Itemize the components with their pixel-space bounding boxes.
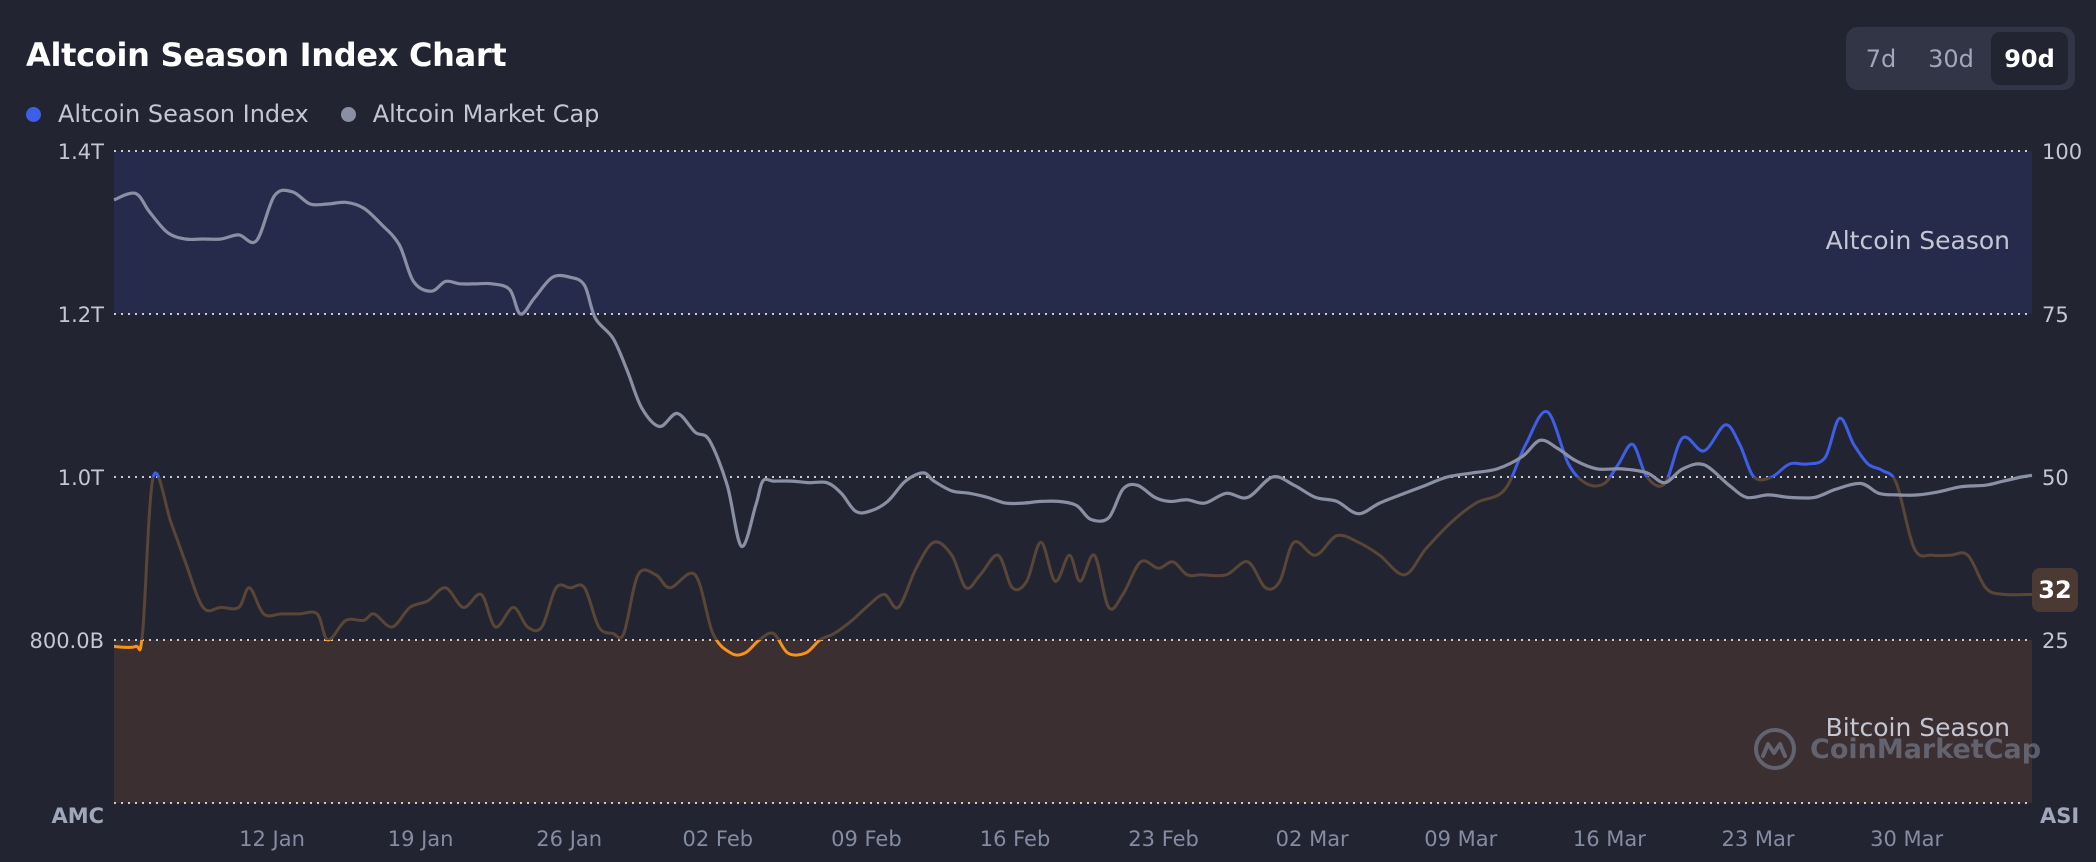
zone-label-bitcoin-season: Bitcoin Season [1826, 713, 2010, 742]
current-index-badge: 32 [2032, 568, 2078, 612]
legend: Altcoin Season Index Altcoin Market Cap [26, 100, 631, 128]
right-axis-tick: 50 [2042, 466, 2069, 490]
watermark-text: CoinMarketCap [1810, 733, 2042, 765]
chart-title: Altcoin Season Index Chart [26, 36, 507, 74]
zone-altcoin-season [114, 151, 2032, 314]
x-axis-tick: 12 Jan [239, 827, 305, 851]
legend-label-asi: Altcoin Season Index [58, 100, 309, 128]
x-axis-tick: 23 Mar [1721, 827, 1794, 851]
zone-label-altcoin-season: Altcoin Season [1826, 226, 2010, 255]
x-axis-tick: 02 Mar [1276, 827, 1349, 851]
coinmarketcap-logo-icon [1754, 728, 1796, 770]
x-axis-tick: 09 Mar [1424, 827, 1497, 851]
range-90d-button[interactable]: 90d [1991, 32, 2068, 85]
asi-line-neutral-segment [140, 477, 2033, 640]
x-axis-tick: 16 Mar [1573, 827, 1646, 851]
left-axis-title: AMC [51, 804, 104, 828]
x-axis-tick: 30 Mar [1870, 827, 1943, 851]
left-axis-tick: 1.0T [58, 466, 104, 490]
legend-label-amc: Altcoin Market Cap [372, 100, 600, 128]
left-axis-tick: 1.2T [58, 303, 104, 327]
right-axis-tick: 25 [2042, 629, 2069, 653]
range-7d-button[interactable]: 7d [1865, 44, 1897, 73]
legend-dot-amc [340, 106, 356, 122]
x-axis-tick: 19 Jan [388, 827, 454, 851]
legend-item-altcoin-market-cap[interactable]: Altcoin Market Cap [340, 100, 600, 128]
legend-dot-asi [26, 106, 41, 122]
x-axis-tick: 26 Jan [536, 827, 602, 851]
range-selector: 7d 30d 90d [1846, 27, 2075, 90]
range-30d-button[interactable]: 30d [1928, 44, 1974, 73]
coinmarketcap-watermark: CoinMarketCap [1752, 726, 2041, 772]
x-axis-tick: 16 Feb [980, 827, 1051, 851]
left-axis-tick: 1.4T [58, 140, 104, 164]
zone-bitcoin-season [114, 640, 2032, 803]
amc-line [113, 188, 2033, 548]
x-axis-tick: 09 Feb [831, 827, 902, 851]
right-axis-tick: 75 [2042, 303, 2069, 327]
x-axis-tick: 23 Feb [1128, 827, 1199, 851]
asi-line-altcoin-segment [151, 410, 1895, 477]
legend-item-altcoin-season-index[interactable]: Altcoin Season Index [26, 100, 309, 128]
right-axis-title: ASI [2040, 804, 2079, 828]
left-axis-tick: 800.0B [29, 629, 104, 653]
x-axis-tick: 02 Feb [683, 827, 754, 851]
right-axis-tick: 100 [2042, 140, 2082, 164]
